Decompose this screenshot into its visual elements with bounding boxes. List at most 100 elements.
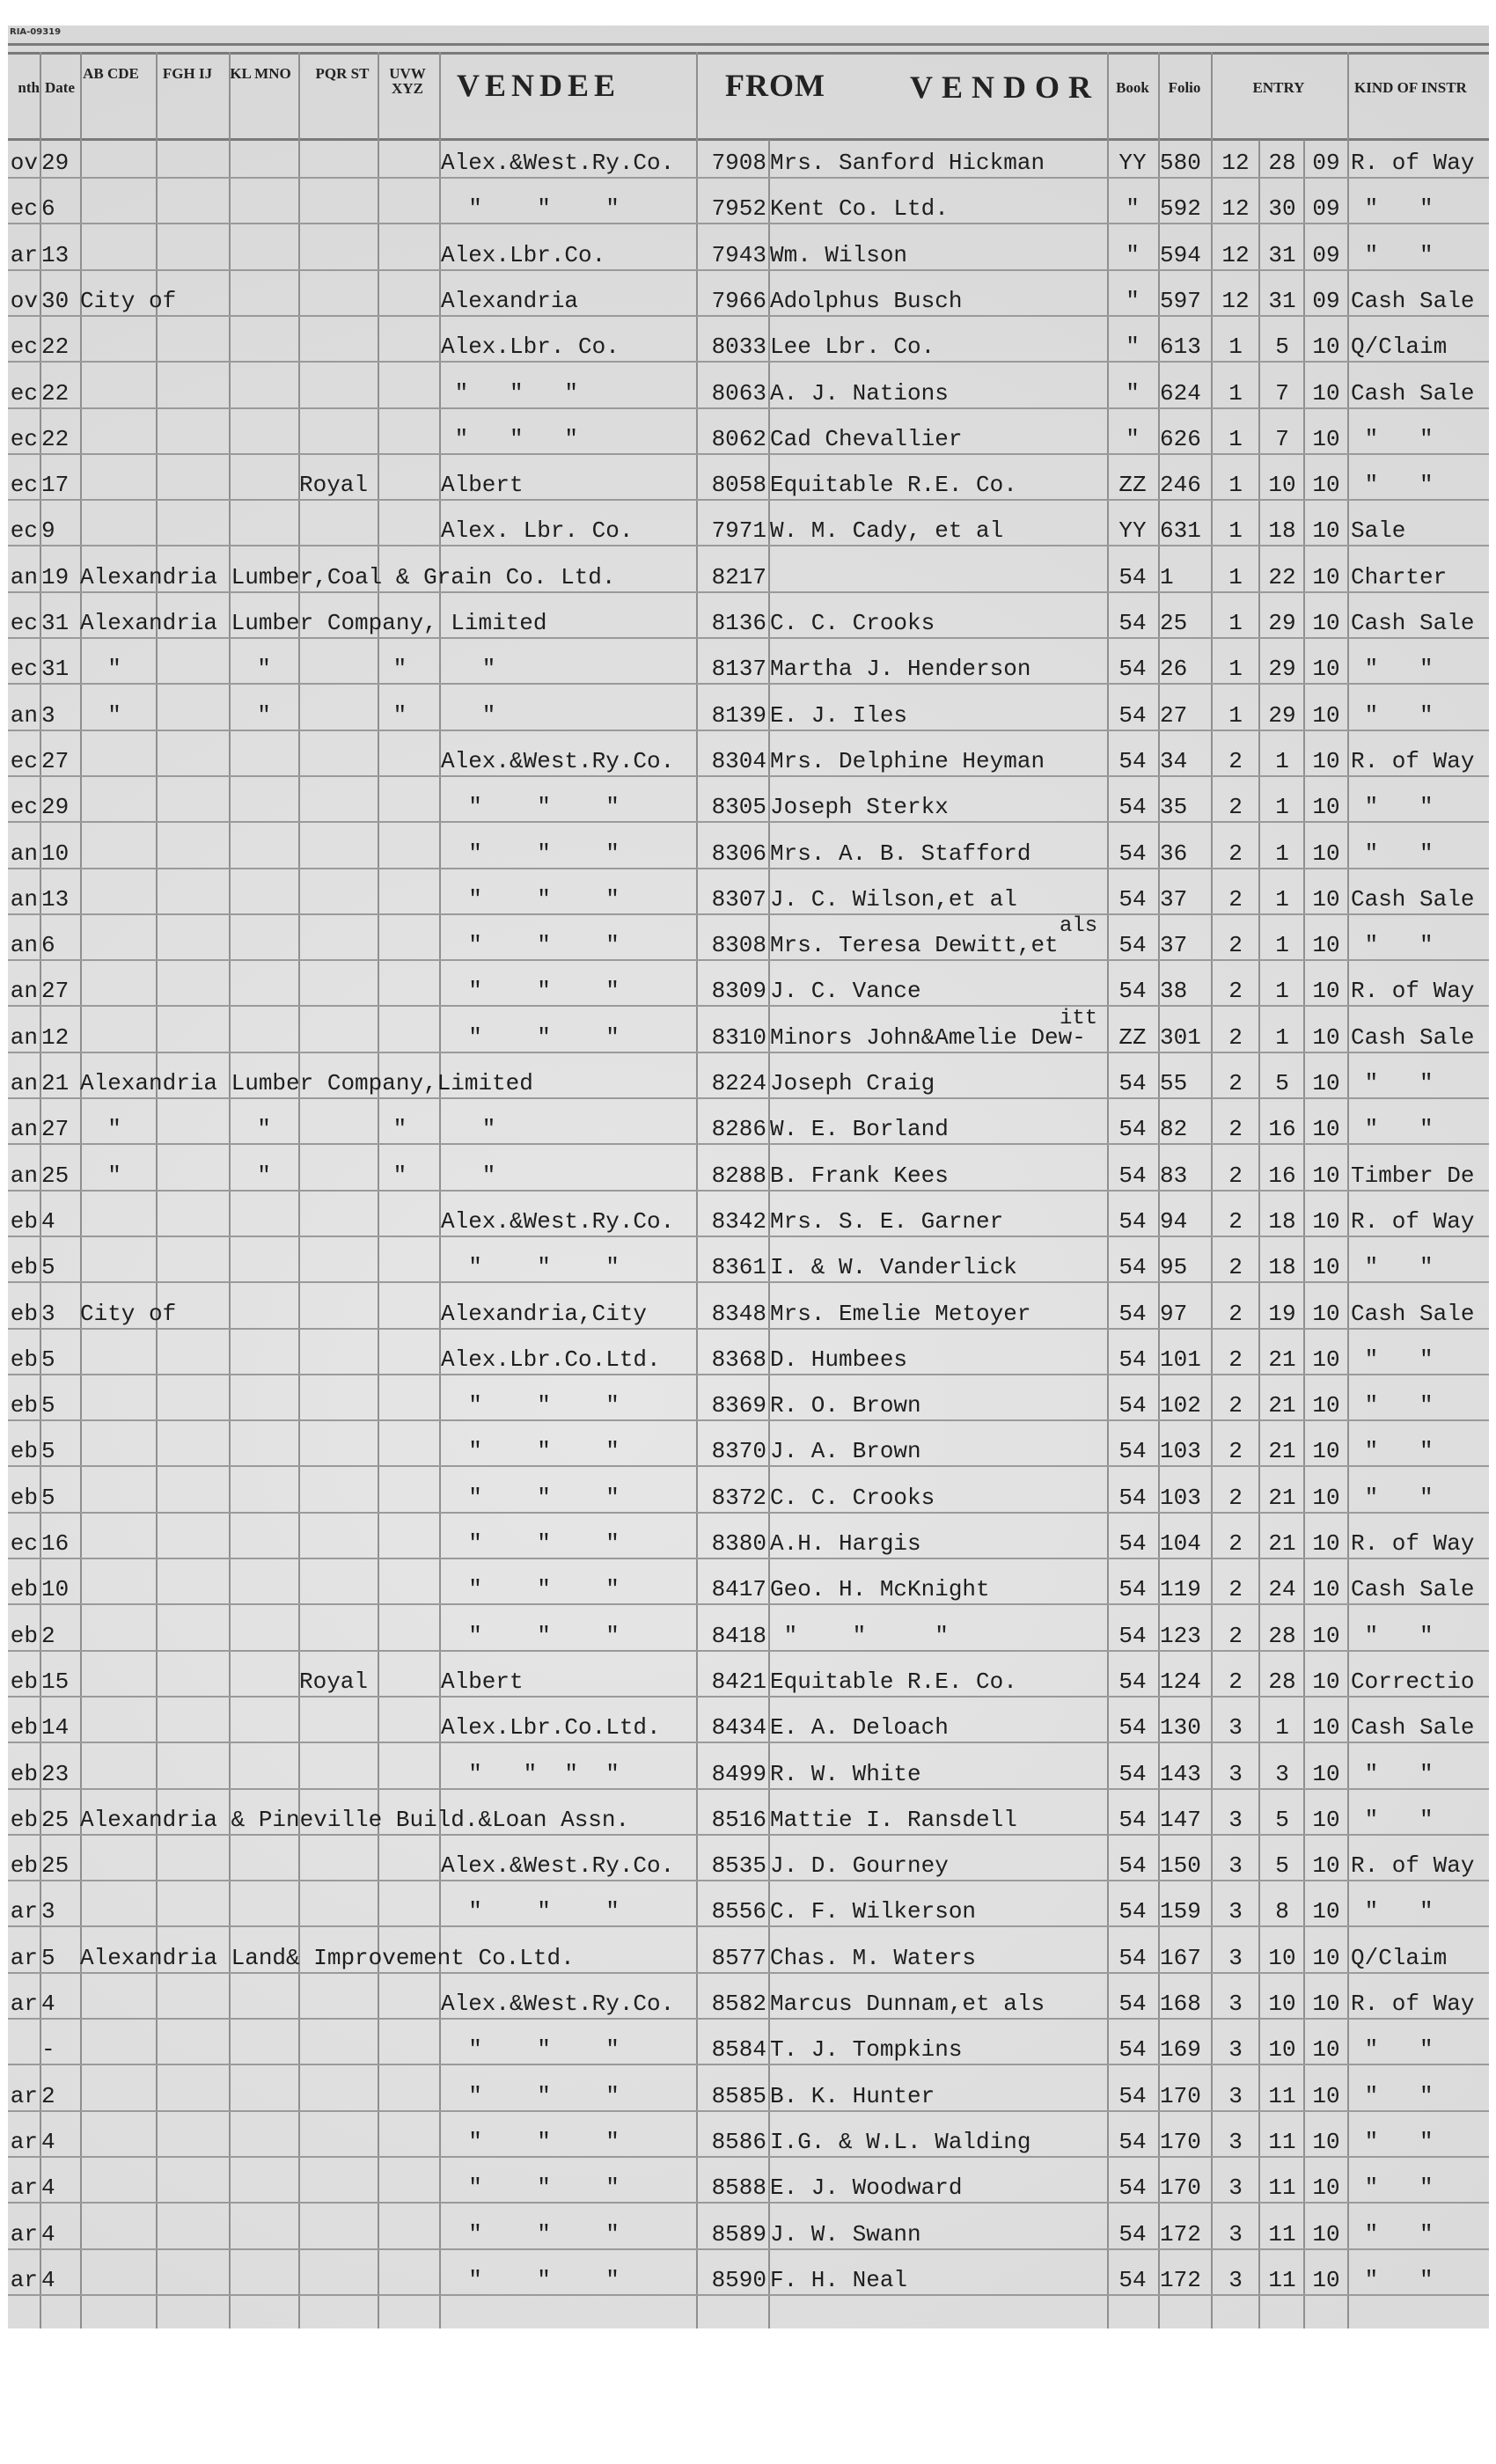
entry-month: 2 <box>1228 1438 1243 1465</box>
entry-day: 21 <box>1268 1438 1296 1465</box>
kind-of-instrument: " " <box>1351 195 1434 223</box>
table-row: an 25 " " " " 8288 B. Frank Kees 54 83 2 16 10 Ti… <box>8 1146 1489 1192</box>
instrument-number: 8586 <box>711 2128 766 2155</box>
table-row: ec 16 " " " 8380 A.H. Hargis 54 104 2 21 10 R. of… <box>8 1514 1489 1559</box>
kind-of-instrument: Correctio <box>1351 1668 1475 1695</box>
vendee: Alex.&West.Ry.Co. <box>441 1207 675 1235</box>
vendor: Minors John&Amelie Dew- <box>770 1023 1086 1051</box>
vendee: Alex.Lbr.Co.Ltd. <box>441 1346 661 1373</box>
vendee: Alex.&West.Ry.Co. <box>441 747 675 774</box>
date: 29 <box>41 150 70 176</box>
index-ab-cde: Alexandria Lumber Company, Limited <box>80 610 547 636</box>
vendor-continuation: als <box>1060 914 1098 939</box>
kind-of-instrument: Q/Claim <box>1351 334 1448 361</box>
entry-month: 1 <box>1228 563 1243 590</box>
vendor: Mattie I. Ransdell <box>770 1806 1017 1833</box>
entry-month: 12 <box>1221 150 1250 176</box>
table-row: ec 22 Alex.Lbr. Co. 8033 Lee Lbr. Co. " 613 1 5 1… <box>8 317 1489 363</box>
vendor: Kent Co. Ltd. <box>770 195 949 223</box>
month: ar <box>10 2266 38 2293</box>
entry-year: 10 <box>1312 563 1340 590</box>
date: 21 <box>41 1070 70 1096</box>
table-row: ar 4 Alex.&West.Ry.Co. 8582 Marcus Dunnam,et… <box>8 1974 1489 2020</box>
row-rule <box>8 774 1489 777</box>
kind-of-instrument: Cash Sale <box>1351 885 1475 913</box>
row-rule <box>8 2018 1489 2020</box>
book: 54 <box>1118 656 1147 683</box>
vendee: " " " <box>441 840 620 867</box>
book: 54 <box>1118 1760 1147 1787</box>
entry-year: 10 <box>1312 1162 1340 1189</box>
instrument-number: 8556 <box>711 1898 766 1925</box>
entry-day: 29 <box>1268 610 1296 636</box>
entry-year: 10 <box>1312 1300 1340 1327</box>
month: ar <box>10 1991 38 2017</box>
month: an <box>10 932 38 959</box>
entry-month: 3 <box>1228 2266 1243 2293</box>
kind-of-instrument: " " <box>1351 701 1434 729</box>
month: eb <box>10 1346 38 1373</box>
row-rule <box>8 1787 1489 1790</box>
header-vendee: VENDEE <box>457 68 621 103</box>
folio: 594 <box>1160 241 1201 268</box>
entry-day: 31 <box>1268 241 1296 268</box>
entry-day: 1 <box>1275 932 1289 959</box>
instrument-number: 8309 <box>711 978 766 1005</box>
table-row: ov 30 City of Alexandria 7966 Adolphus Busch "… <box>8 271 1489 317</box>
vendor: I. & W. Vanderlick <box>770 1254 1017 1281</box>
instrument-number: 8308 <box>711 932 766 959</box>
ledger-page: RIA-09319 nth Date AB CDE FGH IJ KL MNO … <box>8 26 1489 2328</box>
table-row: ar 4 " " " 8588 E. J. Woodward 54 170 3 11 10 " … <box>8 2158 1489 2204</box>
row-rule <box>8 1649 1489 1652</box>
month: an <box>10 1116 38 1143</box>
month: eb <box>10 1207 38 1235</box>
folio: 101 <box>1160 1346 1201 1373</box>
folio: 130 <box>1160 1714 1201 1742</box>
vendor: Equitable R.E. Co. <box>770 1668 1017 1695</box>
row-rule <box>8 2064 1489 2066</box>
index-ab-cde: Alexandria Lumber,Coal & Grain Co. Ltd. <box>80 563 616 590</box>
entry-day: 5 <box>1275 1806 1289 1833</box>
date: 4 <box>41 2220 55 2248</box>
instrument-number: 7943 <box>711 241 766 268</box>
entry-year: 09 <box>1312 195 1340 223</box>
date: 15 <box>41 1668 70 1695</box>
table-row: an 6 " " " 8308 Mrs. Teresa Dewitt,et 54 37 2 1… <box>8 914 1489 962</box>
entry-month: 2 <box>1228 978 1243 1005</box>
book: " <box>1126 195 1140 223</box>
entry-year: 10 <box>1312 334 1340 361</box>
vendee: " " " <box>441 1438 620 1465</box>
book: 54 <box>1118 2036 1147 2064</box>
instrument-number: 8136 <box>711 610 766 636</box>
vendor: Equitable R.E. Co. <box>770 472 1017 499</box>
folio: 592 <box>1160 195 1201 223</box>
kind-of-instrument: " " <box>1351 1346 1434 1373</box>
month: an <box>10 701 38 729</box>
vendor: Mrs. A. B. Stafford <box>770 840 1031 867</box>
index-ab-cde: City of <box>80 1300 177 1327</box>
kind-of-instrument: " " <box>1351 1070 1434 1096</box>
date: 27 <box>41 1116 70 1143</box>
entry-day: 3 <box>1275 1760 1289 1787</box>
entry-year: 10 <box>1312 1944 1340 1971</box>
date: - <box>41 2036 55 2064</box>
vendor: W. M. Cady, et al <box>770 517 1004 545</box>
date: 4 <box>41 1207 55 1235</box>
folio: 25 <box>1160 610 1188 636</box>
kind-of-instrument: " " <box>1351 1116 1434 1143</box>
entry-year: 10 <box>1312 1806 1340 1833</box>
folio: 55 <box>1160 1070 1188 1096</box>
date: 5 <box>41 1254 55 1281</box>
date: 6 <box>41 932 55 959</box>
row-rule <box>8 1511 1489 1514</box>
row-rule <box>8 1005 1489 1008</box>
date: 23 <box>41 1760 70 1787</box>
folio: 613 <box>1160 334 1201 361</box>
table-row: ec 22 " " " 8062 Cad Chevallier " 626 1 7 10 " " <box>8 409 1489 455</box>
entry-month: 2 <box>1228 1530 1243 1557</box>
row-rule <box>8 1051 1489 1053</box>
book: 54 <box>1118 1484 1147 1511</box>
row-rule <box>8 1925 1489 1928</box>
vendor: Cad Chevallier <box>770 425 963 452</box>
folio: 119 <box>1160 1576 1201 1603</box>
